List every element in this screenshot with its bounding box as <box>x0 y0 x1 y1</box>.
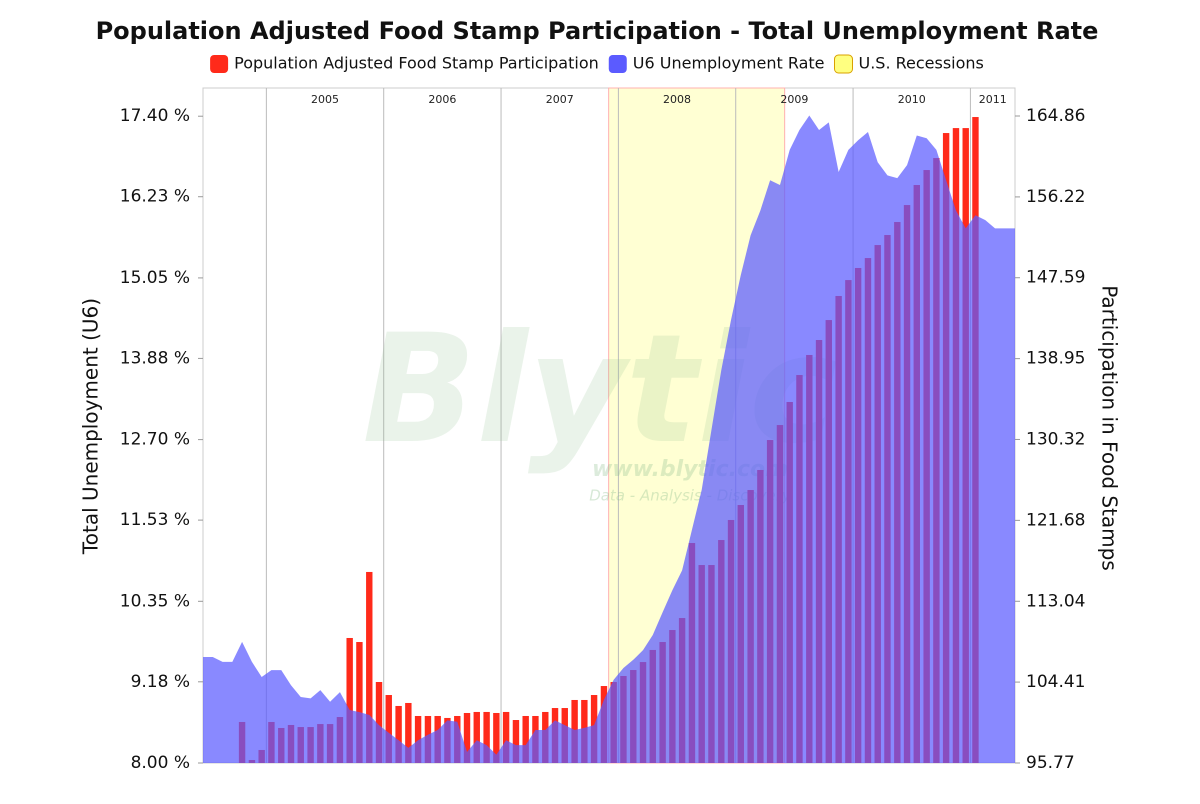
y2-tick-label: 147.59 <box>1026 268 1085 288</box>
bar <box>366 571 373 763</box>
x-tick-label: 2011 <box>979 93 1007 106</box>
y-tick-label: 15.05 % <box>120 268 190 288</box>
bar <box>375 681 383 763</box>
y2-tick-label: 113.04 <box>1026 591 1085 611</box>
area <box>203 115 1015 763</box>
bar <box>385 695 392 763</box>
legend-swatch <box>608 55 627 73</box>
bar <box>356 642 363 763</box>
bar <box>463 712 471 763</box>
bar <box>493 712 500 763</box>
y-tick-label: 12.70 % <box>120 430 190 450</box>
legend: Population Adjusted Food Stamp Participa… <box>210 54 984 74</box>
bar <box>414 715 422 763</box>
y2-tick-label: 121.68 <box>1026 510 1085 530</box>
y-tick-label: 9.18 % <box>131 672 190 692</box>
bar <box>346 637 353 763</box>
x-tick-label: 2007 <box>546 93 574 106</box>
bar <box>512 720 520 763</box>
chart-title: Population Adjusted Food Stamp Participa… <box>96 17 1099 45</box>
bar <box>502 711 510 763</box>
x-tick-label: 2010 <box>898 93 926 106</box>
y-tick-label: 10.35 % <box>120 591 190 611</box>
bar <box>473 711 480 763</box>
y2-tick-label: 164.86 <box>1026 106 1085 126</box>
x-tick-label: 2008 <box>663 93 691 106</box>
legend-label: U.S. Recessions <box>859 54 984 73</box>
legend-swatch <box>210 55 229 73</box>
y2-tick-label: 104.41 <box>1026 672 1085 692</box>
bar <box>483 711 490 763</box>
bar <box>522 715 529 763</box>
y2-tick-label: 95.77 <box>1026 753 1075 773</box>
y2-axis-title: Participation in Food Stamps <box>1098 285 1122 571</box>
y-tick-label: 16.23 % <box>120 187 190 207</box>
x-tick-label: 2006 <box>428 93 456 106</box>
bar <box>405 702 412 763</box>
legend-label: U6 Unemployment Rate <box>633 54 825 73</box>
x-tick-label: 2005 <box>311 93 339 106</box>
legend-swatch <box>834 54 853 74</box>
x-tick-label: 2009 <box>780 93 808 106</box>
y2-tick-label: 130.32 <box>1026 429 1085 449</box>
bar <box>395 705 402 763</box>
y-axis-title: Total Unemployment (U6) <box>79 298 103 555</box>
y-tick-label: 8.00 % <box>131 753 190 773</box>
legend-label: Population Adjusted Food Stamp Participa… <box>234 54 599 73</box>
y-tick-label: 13.88 % <box>120 348 190 368</box>
y2-tick-label: 156.22 <box>1026 187 1085 207</box>
y-tick-label: 17.40 % <box>120 106 190 126</box>
y2-tick-label: 138.95 <box>1026 349 1085 369</box>
y-tick-label: 11.53 % <box>120 510 190 530</box>
